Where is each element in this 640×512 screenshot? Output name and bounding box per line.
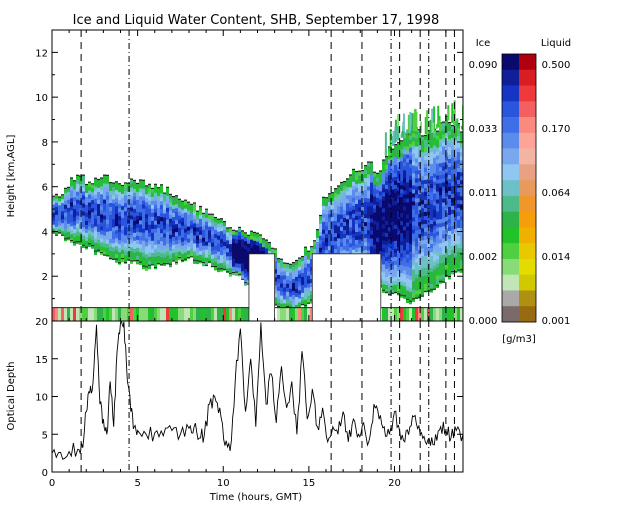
bottom-y-tick-label: 5 <box>42 430 48 441</box>
optical-depth-y-label: Optical Depth <box>6 362 17 431</box>
top-y-tick-label: 12 <box>35 48 48 59</box>
x-tick-label: 10 <box>217 478 230 489</box>
bottom-vertical-markers <box>80 321 455 472</box>
colorbar-ice-swatch <box>502 85 519 102</box>
colorbar-units: [g/m3] <box>502 334 536 345</box>
colorbar-ice-tick-label: 0.033 <box>469 124 498 135</box>
x-tick-label: 0 <box>49 478 55 489</box>
top-y-tick-label: 6 <box>42 183 48 194</box>
colorbar-liquid-tick-label: 0.001 <box>542 316 571 327</box>
colorbar-liquid-tick-label: 0.500 <box>542 60 571 71</box>
colorbar-ice-swatch <box>502 195 519 212</box>
colorbar-liquid-swatch <box>519 85 536 102</box>
colorbar-liquid-swatch <box>519 101 536 118</box>
colorbar-ice-swatch <box>502 101 519 118</box>
x-tick-label: 15 <box>303 478 316 489</box>
bottom-axis-ticks: 0 5 10 15 20 0 5 10 15 20 <box>35 317 464 489</box>
colorbar-liquid-label: Liquid <box>541 38 571 49</box>
colorbar: Ice Liquid 0.090 0.033 0.011 0.002 0.000 0.50… <box>469 38 571 345</box>
bottom-y-tick-label: 20 <box>35 317 48 328</box>
colorbar-ice-tick-label: 0.002 <box>469 252 498 263</box>
colorbar-ice-swatch <box>502 258 519 276</box>
colorbar-ice-tick-label: 0.000 <box>469 316 498 327</box>
colorbar-liquid-swatch <box>519 195 536 212</box>
colorbar-ice-tick-label: 0.011 <box>469 188 498 199</box>
top-y-tick-label: 8 <box>42 138 48 149</box>
top-y-tick-label: 10 <box>35 93 48 104</box>
colorbar-ice-swatch <box>502 306 519 323</box>
colorbar-ice-swatch <box>502 243 519 260</box>
colorbar-ice-swatch <box>502 164 519 181</box>
x-tick-label: 20 <box>388 478 401 489</box>
optical-depth-panel: 0 5 10 15 20 0 5 10 15 20 Optical Depth Time (hou… <box>6 317 464 503</box>
colorbar-liquid-swatch <box>519 243 536 260</box>
colorbar-liquid-swatch <box>519 258 536 276</box>
colorbar-liquid-swatch <box>519 227 536 244</box>
x-tick-label: 5 <box>134 478 140 489</box>
colorbar-liquid-tick-label: 0.064 <box>542 188 571 199</box>
heatmap-panel: 2 4 6 8 10 12 Height [km,AGL] <box>6 29 464 322</box>
colorbar-ice-swatch <box>502 69 519 86</box>
colorbar-ice-tick-label: 0.090 <box>469 60 498 71</box>
top-vertical-markers <box>80 30 455 321</box>
colorbar-ice-swatch <box>502 290 519 307</box>
colorbar-ice-swatch <box>502 54 519 71</box>
colorbar-ice-swatch <box>502 180 519 197</box>
colorbar-liquid-swatch <box>519 132 536 149</box>
colorbar-ice-swatch <box>502 211 519 228</box>
colorbar-ice-swatch <box>502 132 519 149</box>
colorbar-liquid-swatch <box>519 306 536 323</box>
colorbar-liquid-swatch <box>519 290 536 307</box>
colorbar-liquid-swatch <box>519 69 536 86</box>
chart-title: Ice and Liquid Water Content, SHB, Septe… <box>73 13 440 28</box>
colorbar-frame <box>501 53 537 323</box>
bottom-y-tick-label: 10 <box>35 393 48 404</box>
colorbar-liquid-swatch <box>519 164 536 181</box>
colorbar-liquid-swatch <box>519 180 536 197</box>
bottom-y-tick-label: 15 <box>35 355 48 366</box>
heatmap-layer <box>52 100 463 321</box>
colorbar-ice-swatch <box>502 274 519 291</box>
colorbar-liquid-tick-label: 0.170 <box>542 124 571 135</box>
optical-depth-line <box>52 321 463 460</box>
colorbar-swatches <box>501 53 537 323</box>
colorbar-liquid-swatch <box>519 117 536 134</box>
colorbar-liquid-swatch <box>519 54 536 71</box>
bottom-y-tick-label: 0 <box>42 468 48 479</box>
colorbar-liquid-swatch <box>519 211 536 228</box>
blank-region-1 <box>311 253 382 321</box>
colorbar-liquid-swatch <box>519 148 536 165</box>
top-y-tick-label: 2 <box>42 272 48 283</box>
colorbar-ice-swatch <box>502 148 519 165</box>
colorbar-ice-label: Ice <box>476 38 491 49</box>
heatmap-y-label: Height [km,AGL] <box>6 135 17 218</box>
blank-region-0 <box>248 253 276 321</box>
colorbar-liquid-tick-label: 0.014 <box>542 252 571 263</box>
colorbar-liquid-swatch <box>519 274 536 291</box>
top-y-tick-label: 4 <box>42 227 48 238</box>
colorbar-ice-swatch <box>502 117 519 134</box>
colorbar-ice-swatch <box>502 227 519 244</box>
colorbar-ticks: 0.090 0.033 0.011 0.002 0.000 0.500 0.170 0.064… <box>469 60 571 327</box>
x-axis-label: Time (hours, GMT) <box>209 492 303 503</box>
